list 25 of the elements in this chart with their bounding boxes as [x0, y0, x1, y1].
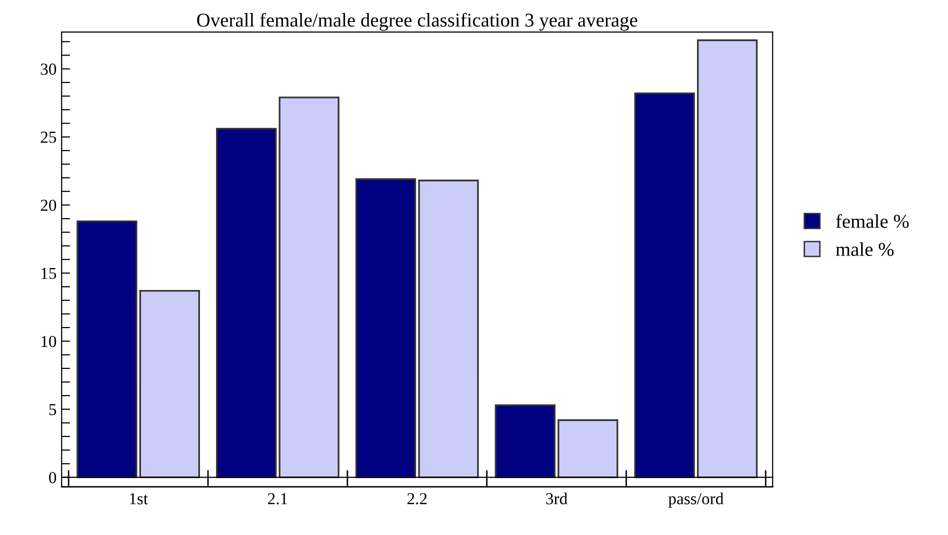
y-tick-label: 5: [49, 404, 56, 416]
bar: [355, 178, 416, 478]
bar: [278, 96, 340, 478]
x-tick-label: 2.1: [268, 493, 288, 504]
y-tick-label: 25: [40, 132, 56, 143]
chart-title: Overall female/male degree classification 3 year average: [197, 12, 638, 31]
bar: [418, 180, 479, 478]
legend-label: female %: [836, 214, 909, 228]
y-tick-label: 30: [40, 64, 56, 75]
y-tick-label: 10: [42, 336, 56, 348]
bar: [76, 220, 138, 478]
bar: [696, 39, 758, 478]
bar: [216, 128, 277, 478]
x-tick-label: 2.2: [407, 493, 427, 504]
bar: [139, 290, 200, 478]
y-tick-label: 20: [40, 200, 56, 211]
y-tick-label: 0: [49, 472, 56, 484]
legend-label: male %: [836, 242, 894, 256]
x-tick-label: pass/ord: [668, 492, 724, 508]
bar: [494, 404, 556, 478]
x-tick-label: 3rd: [546, 492, 568, 504]
bar: [558, 419, 618, 478]
x-tick-label: 1st: [130, 493, 148, 504]
y-tick-label: 15: [42, 268, 56, 280]
bar: [634, 92, 695, 478]
